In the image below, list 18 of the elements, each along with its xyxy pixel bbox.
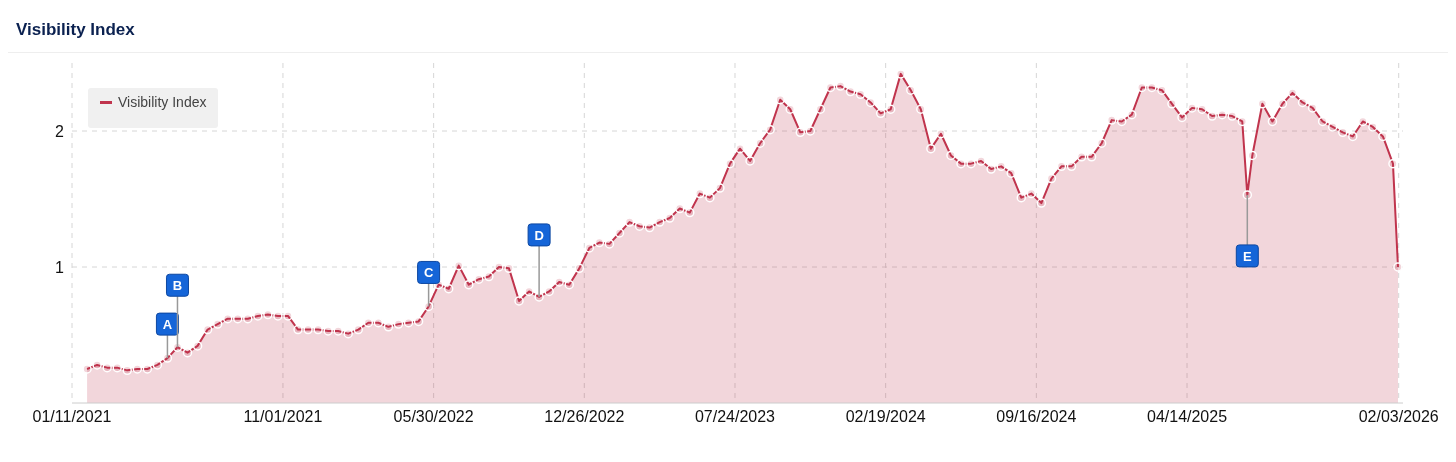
annotation: D	[534, 227, 544, 243]
x-tick-label: 04/14/2025	[1146, 408, 1228, 426]
x-tick-label: 09/16/2024	[996, 408, 1077, 426]
annotation: E	[1242, 248, 1252, 264]
y-tick-label: 1	[55, 258, 65, 276]
legend-label: Visibility Index	[118, 94, 207, 110]
x-tick-label: 02/19/2024	[845, 408, 926, 426]
annotation: B	[172, 278, 183, 294]
x-tick-label: 12/26/2022	[544, 408, 625, 426]
x-tick-label: 07/24/2023	[694, 408, 776, 426]
annotation: C	[423, 265, 434, 281]
chart-title: Visibility Index	[8, 8, 1448, 53]
x-tick-label: 05/30/2022	[393, 408, 474, 426]
x-tick-label: 11/01/2021	[243, 408, 323, 426]
x-tick-label: 02/03/2026	[1358, 408, 1439, 426]
annotation: A	[162, 317, 173, 333]
x-tick-label: 01/11/2021	[32, 408, 112, 426]
y-tick-label: 2	[55, 122, 65, 140]
